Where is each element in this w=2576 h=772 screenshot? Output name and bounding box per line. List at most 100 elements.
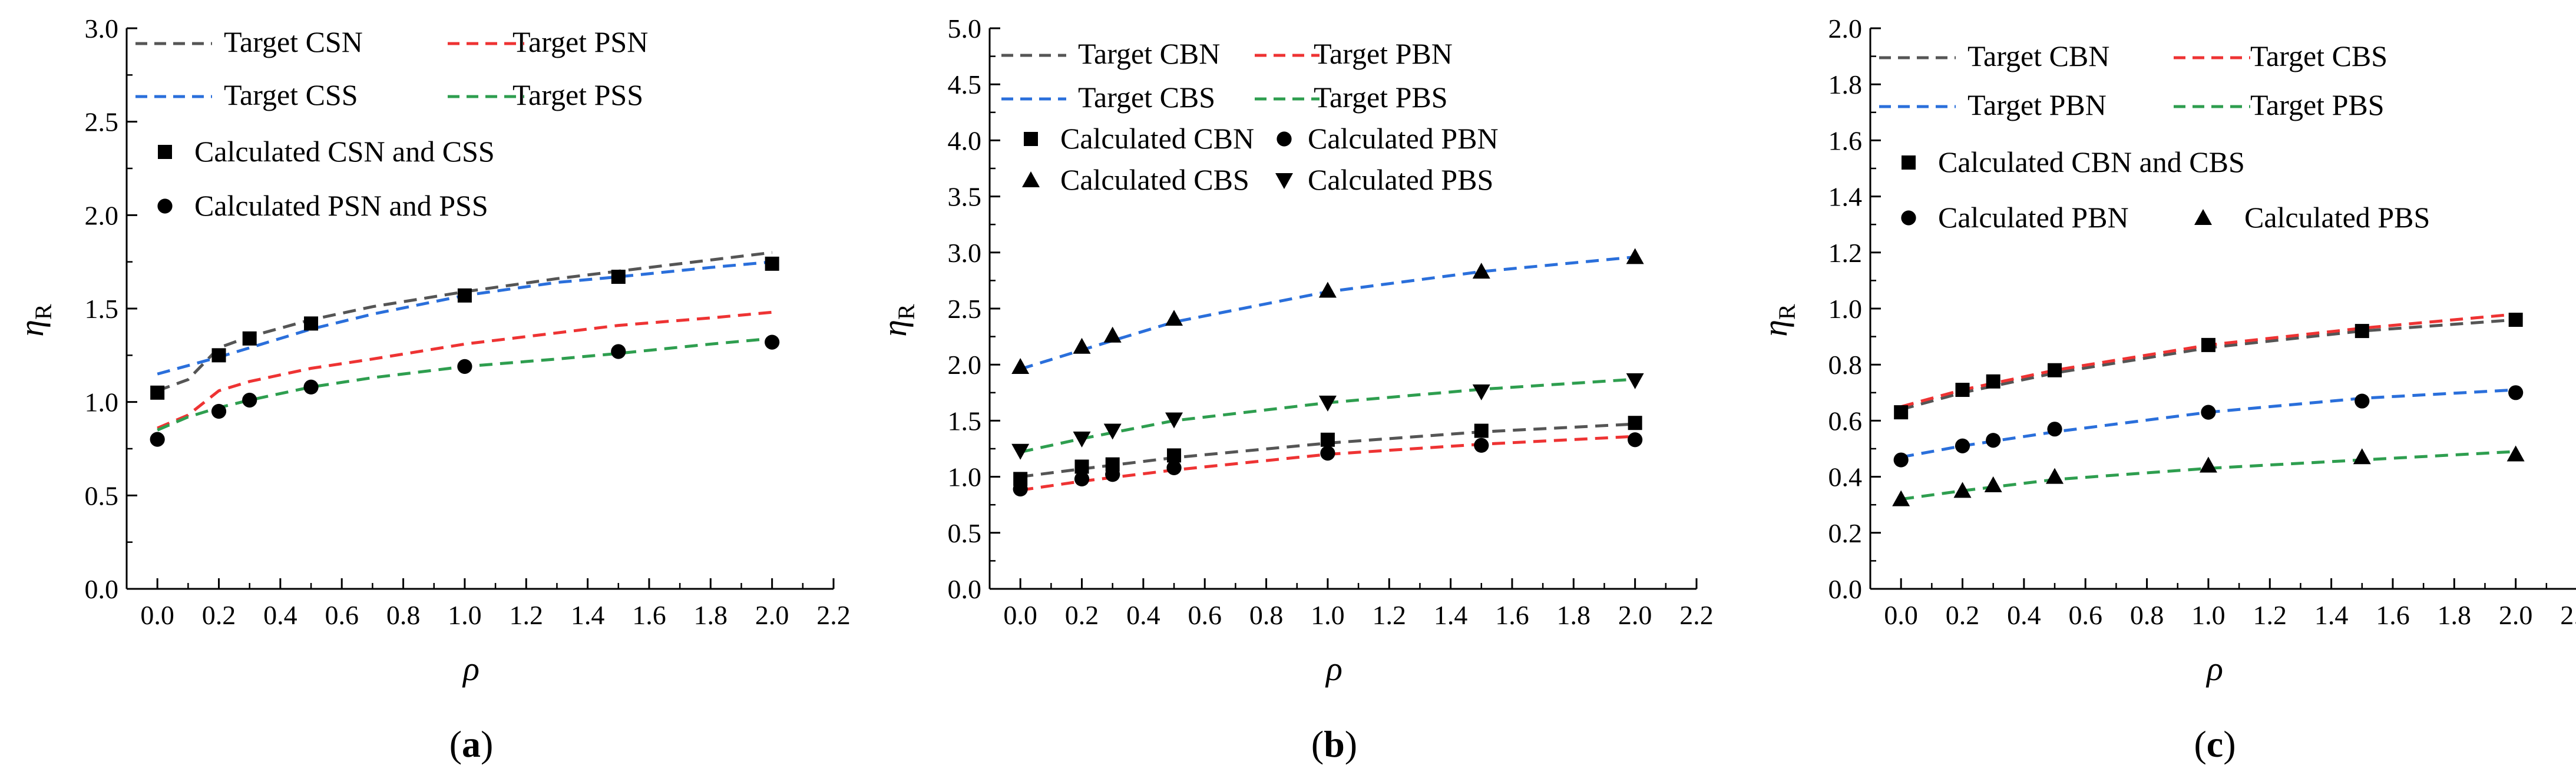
legend: Target CSN Target PSN Target CSS Target PSS… — [135, 25, 648, 222]
y-axis-label: ηR — [12, 304, 57, 337]
x-tick-label: 1.8 — [2438, 600, 2472, 630]
data-point — [1626, 373, 1644, 389]
data-point — [2199, 456, 2217, 473]
x-tick-label: 2.2 — [2560, 600, 2576, 630]
x-tick-label: 1.2 — [1373, 600, 1407, 630]
data-point — [1474, 423, 1489, 438]
data-point — [2508, 385, 2524, 400]
legend-label-calculated-cbn-and-cbs: Calculated CBN and CBS — [1938, 145, 2245, 178]
legend-marker-calculated-pbn — [1901, 210, 1916, 226]
x-tick-label: 0.8 — [2130, 600, 2164, 630]
y-axis-label: ηR — [875, 304, 920, 337]
legend-marker-calculated-pbs — [2194, 209, 2212, 225]
chart-panel-a: 0.0 0.5 1.0 1.5 2.0 2.5 3.0 0.0 0.2 0.4 0.6 0.8 1.0 1… — [12, 14, 851, 765]
x-tick-label: 0.4 — [263, 600, 297, 630]
y-tick-label: 2.0 — [948, 350, 982, 380]
legend-label-target-pbs: Target PBS — [1314, 81, 1448, 114]
x-tick-label: 1.6 — [632, 600, 666, 630]
y-tick-label: 1.6 — [1828, 125, 1863, 155]
data-point — [1474, 438, 1489, 453]
data-point — [2201, 337, 2215, 352]
legend-label-target-cbs: Target CBS — [2250, 39, 2387, 72]
y-tick-label: 1.2 — [1828, 238, 1863, 268]
data-point — [211, 348, 226, 363]
series-line-target-pbn — [1020, 435, 1635, 492]
data-point — [1472, 263, 1490, 279]
legend-label-target-csn: Target CSN — [224, 25, 363, 58]
data-point — [1318, 395, 1337, 412]
data-point — [1472, 384, 1490, 400]
y-axis-label-symbol: η — [1756, 320, 1794, 337]
x-tick-label: 0.2 — [1946, 600, 1980, 630]
y-tick-label: 2.0 — [85, 200, 119, 230]
series-line-target-cbn — [1020, 422, 1635, 479]
data-point — [304, 316, 319, 331]
y-axis-label-symbol: η — [12, 320, 51, 337]
x-tick-label: 1.0 — [2191, 600, 2226, 630]
data-point — [1105, 467, 1120, 482]
y-tick-label: 0.0 — [948, 574, 982, 604]
data-point — [211, 403, 227, 419]
series-points-calculated-psn-and-pss — [150, 334, 780, 447]
series-points-calculated-pbs — [1011, 373, 1644, 460]
legend-label-calculated-pbn: Calculated PBN — [1938, 201, 2129, 234]
y-axis-label-symbol: η — [875, 320, 914, 337]
legend-label-target-pbn: Target PBN — [1314, 37, 1453, 70]
x-tick-label: 2.2 — [816, 600, 851, 630]
y-tick-label: 1.0 — [948, 462, 982, 492]
series-line-target-pbs — [1900, 450, 2516, 501]
y-axis-label-subscript: R — [30, 304, 57, 320]
y-tick-label: 3.0 — [948, 238, 982, 268]
x-tick-label: 0.6 — [325, 600, 359, 630]
x-tick-label: 0.4 — [1126, 600, 1160, 630]
x-tick-label: 0.6 — [1188, 600, 1222, 630]
series-points-calculated-pbn — [1013, 432, 1643, 497]
data-point — [1165, 412, 1183, 429]
y-tick-label: 0.2 — [1828, 518, 1863, 548]
data-point — [1626, 248, 1644, 264]
legend-label-calculated-pbn: Calculated PBN — [1308, 122, 1499, 155]
y-tick-label: 2.5 — [948, 294, 982, 324]
x-tick-label: 1.0 — [1311, 600, 1345, 630]
series-points-calculated-csn-and-css — [150, 256, 779, 400]
x-axis-label: ρ — [462, 650, 480, 688]
x-tick-label: 2.0 — [755, 600, 789, 630]
legend-marker-calculated-psn-and-pss — [157, 198, 173, 214]
legend-label-target-pss: Target PSS — [512, 78, 643, 111]
data-point — [1893, 452, 1909, 468]
data-point — [2355, 324, 2369, 339]
data-point — [150, 432, 165, 447]
x-tick-label: 0.8 — [386, 600, 421, 630]
data-point — [1013, 481, 1028, 497]
data-point — [242, 392, 257, 408]
chart-panel-c: 0.0 0.2 0.4 0.6 0.8 1.0 1.2 1.4 1.6 1.8 2.0 0.0 0.2 0… — [1756, 14, 2576, 765]
series-points-calculated-cbn-and-cbs — [1894, 313, 2523, 420]
x-tick-label: 0.8 — [1249, 600, 1284, 630]
panel-label-letter: b — [1324, 723, 1345, 765]
legend-label-calculated-pbs: Calculated PBS — [1308, 163, 1493, 196]
x-tick-label: 1.8 — [694, 600, 728, 630]
x-tick-label: 1.6 — [1495, 600, 1529, 630]
x-tick-label: 1.2 — [2253, 600, 2287, 630]
data-point — [2048, 363, 2062, 377]
series-line-target-psn — [157, 310, 772, 430]
x-tick-label: 0.6 — [2068, 600, 2102, 630]
series-line-target-pss — [157, 337, 772, 432]
x-tick-label: 2.0 — [2499, 600, 2533, 630]
data-point — [1894, 405, 1909, 420]
legend-marker-calculated-csn-and-css — [158, 145, 172, 159]
y-tick-label: 0.4 — [1828, 462, 1863, 492]
data-point — [1011, 443, 1030, 460]
x-tick-label: 1.6 — [2376, 600, 2410, 630]
data-point — [1073, 431, 1091, 448]
series-points-calculated-pbs — [1892, 445, 2525, 506]
series-line-target-pbn — [1900, 388, 2516, 459]
data-point — [2508, 313, 2523, 327]
panel-label-open: ( — [1311, 723, 1324, 765]
data-point — [1986, 433, 2001, 448]
y-axis-label-subscript: R — [1774, 304, 1800, 320]
x-tick-label: 0.4 — [2007, 600, 2041, 630]
legend-marker-calculated-cbs — [1022, 171, 1040, 187]
y-tick-label: 1.4 — [1828, 182, 1863, 212]
